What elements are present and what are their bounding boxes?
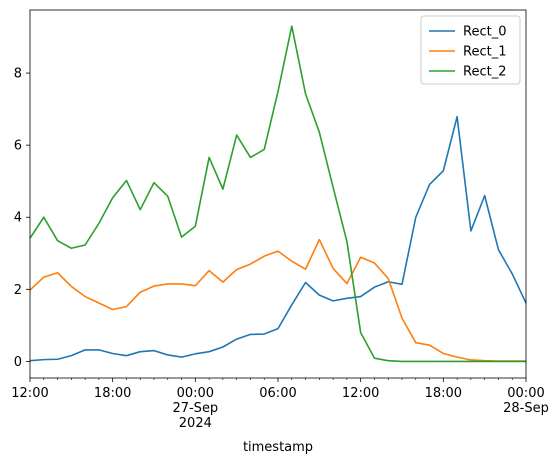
x-tick-label: 00:00 27-Sep 2024 bbox=[172, 386, 218, 431]
x-tick-label: 12:00 bbox=[342, 386, 379, 401]
x-tick-label: 18:00 bbox=[94, 386, 131, 401]
series-line-rect-2 bbox=[29, 25, 526, 363]
x-axis: 12:00 18:00 00:00 27-Sep 2024 06:00 12:00 18:00… bbox=[11, 378, 549, 431]
y-tick-label: 4 bbox=[14, 211, 22, 226]
series-lines bbox=[29, 25, 527, 363]
y-tick-label: 2 bbox=[14, 283, 22, 298]
x-tick-label: 06:00 bbox=[259, 386, 296, 401]
legend-label: Rect_1 bbox=[463, 45, 506, 60]
legend-label: Rect_2 bbox=[463, 65, 506, 80]
x-tick-label: 00:00 28-Sep bbox=[503, 386, 549, 416]
legend: Rect_0 Rect_1 Rect_2 bbox=[420, 15, 521, 85]
y-axis: 0 2 4 6 8 bbox=[14, 67, 30, 370]
x-axis-label: timestamp bbox=[243, 440, 313, 455]
y-tick-label: 6 bbox=[14, 139, 22, 154]
x-tick-label: 18:00 bbox=[425, 386, 462, 401]
series-line-rect-1 bbox=[29, 238, 526, 362]
y-tick-label: 0 bbox=[14, 355, 22, 370]
series-line-rect-0 bbox=[29, 115, 527, 362]
legend-box bbox=[420, 15, 521, 85]
y-tick-label: 8 bbox=[14, 67, 22, 82]
legend-label: Rect_0 bbox=[463, 25, 506, 40]
x-tick-label: 12:00 bbox=[11, 386, 48, 401]
